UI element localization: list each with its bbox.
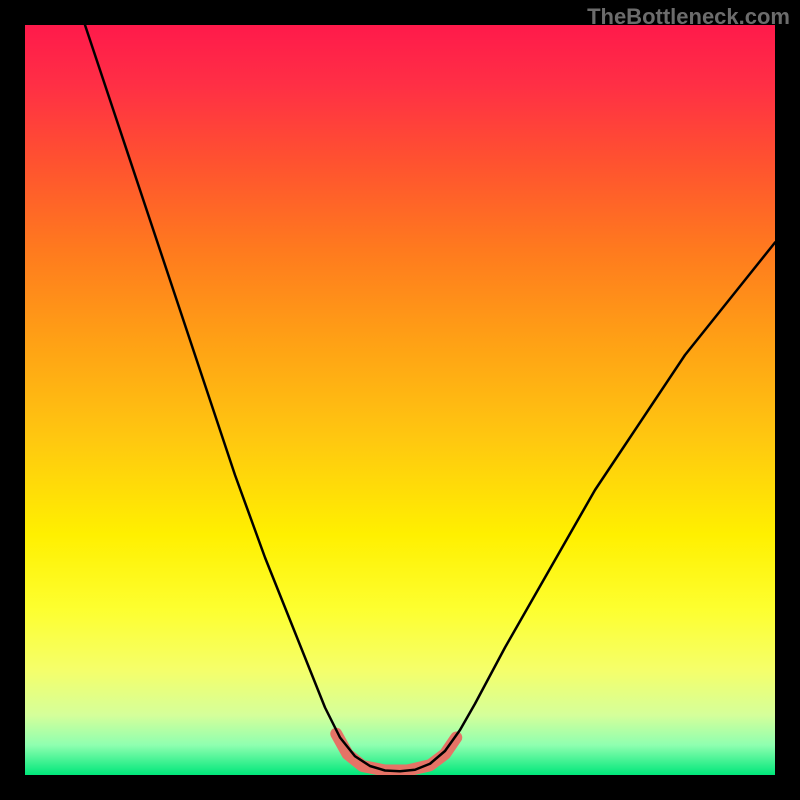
bottleneck-curve [85, 25, 775, 771]
plot-area [25, 25, 775, 775]
highlight-band [336, 734, 456, 771]
chart-frame: TheBottleneck.com [0, 0, 800, 800]
curve-layer [25, 25, 775, 775]
watermark-text: TheBottleneck.com [587, 4, 790, 30]
